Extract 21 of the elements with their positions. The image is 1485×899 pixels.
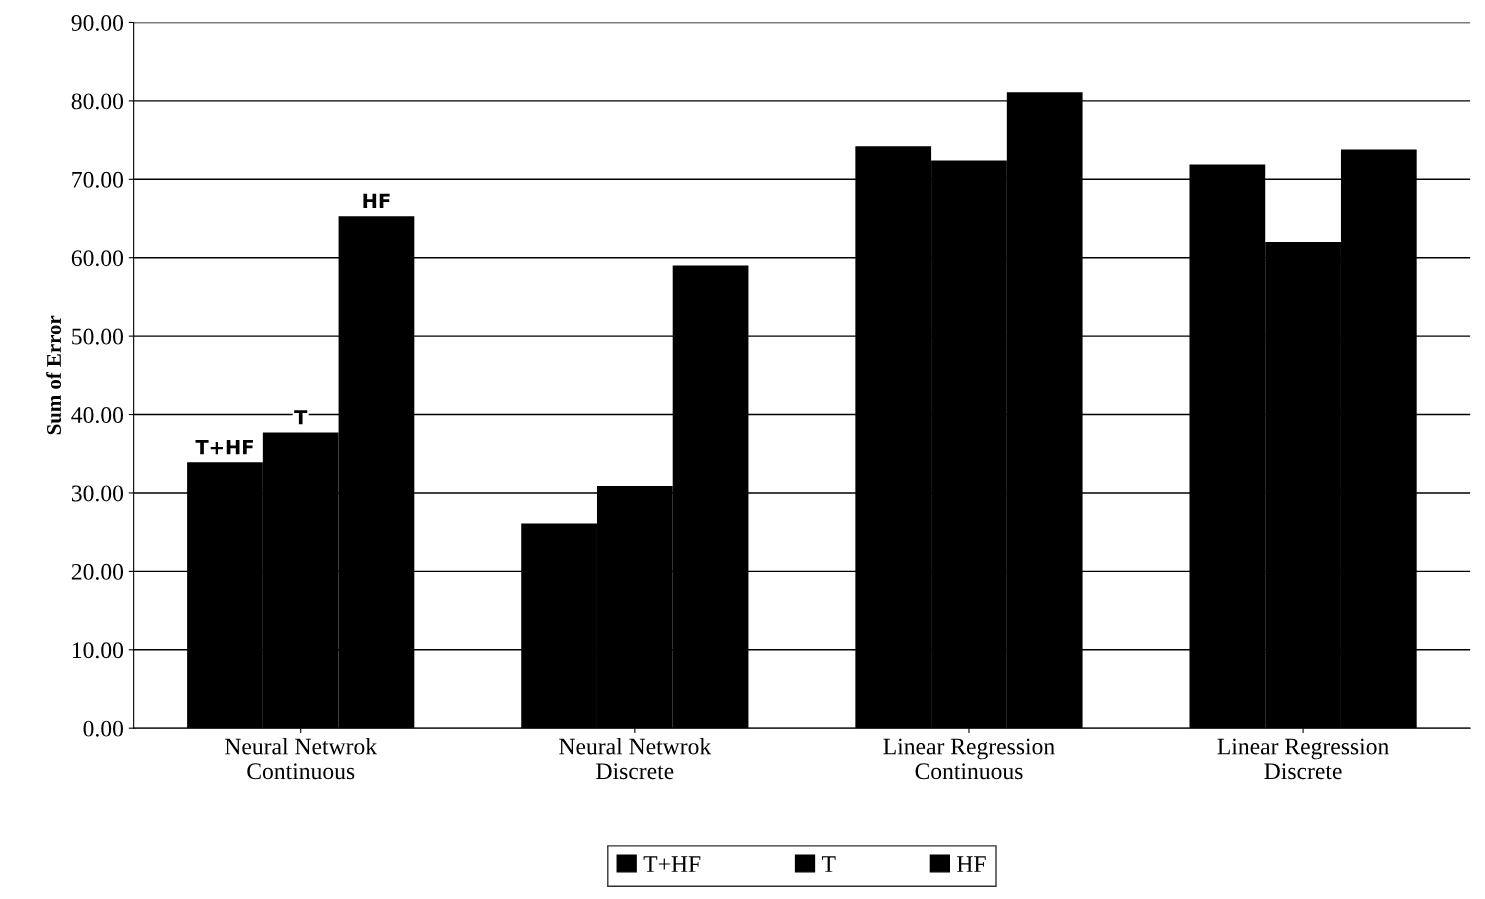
y-tick-label: 40.00 [71, 407, 124, 424]
y-tick-label: 20.00 [71, 563, 124, 580]
annotation: HF [363, 193, 390, 208]
x-tick-label: Neural Netwrok Continuous [225, 737, 378, 780]
y-tick-label: 60.00 [71, 250, 124, 267]
annotation: T [294, 410, 308, 425]
legend-label: T [821, 856, 836, 872]
y-tick-label: 80.00 [71, 93, 124, 110]
x-tick-label: Neural Netwrok Discrete [559, 737, 712, 780]
y-tick-label: 70.00 [72, 171, 124, 188]
x-tick-label: Linear Regression Continuous [883, 738, 1055, 780]
y-tick-label: 50.00 [72, 328, 124, 345]
y-tick-label: 90.00 [71, 14, 124, 31]
annotation: T+HF [195, 439, 253, 455]
legend-label: T+HF [643, 856, 701, 872]
legend-label: HF [957, 856, 986, 872]
y-axis-title: Sum of Error [46, 315, 62, 435]
y-tick-label: 0.00 [83, 720, 124, 737]
x-tick-label: Linear Regression Discrete [1217, 738, 1389, 780]
y-tick-label: 10.00 [72, 642, 124, 659]
y-tick-label: 30.00 [71, 485, 124, 502]
